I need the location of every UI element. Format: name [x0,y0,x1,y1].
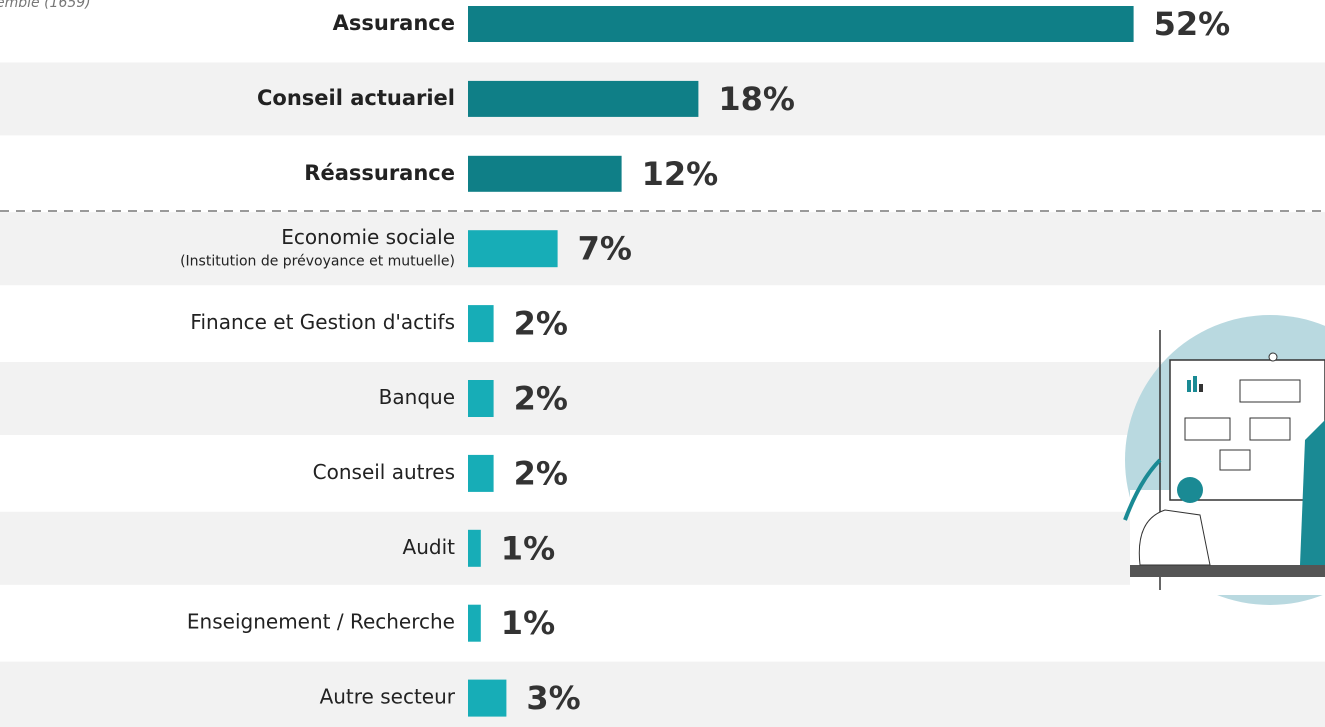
bar [468,80,699,117]
category-label: Enseignement / Recherche [187,610,455,634]
category-label: Finance et Gestion d'actifs [190,310,455,334]
category-label: Banque [379,385,455,409]
row-backgrounds [0,62,1325,727]
bar [468,529,481,567]
row-background [0,661,1325,727]
row-background [0,212,1325,286]
value-label: 7% [578,230,632,268]
value-label: 2% [514,380,568,418]
value-label: 1% [501,604,555,642]
bar [468,380,494,417]
bar [468,454,494,492]
value-label: 18% [718,80,795,118]
category-label: Conseil autres [313,460,455,484]
bar [468,305,494,343]
category-label: Economie sociale [281,225,455,249]
illustration [1123,315,1325,605]
value-label: 12% [642,155,719,193]
category-label: Réassurance [304,161,455,185]
bar [468,679,507,717]
bar [468,604,481,642]
value-label: 3% [526,679,580,717]
value-label: 2% [514,305,568,343]
category-label: Assurance [333,11,455,35]
bar [468,6,1134,42]
row-background [0,511,1325,585]
bar [468,155,622,192]
row-background [0,362,1325,435]
category-label: Conseil actuariel [257,86,455,110]
bar [468,230,558,268]
value-label: 2% [514,454,568,492]
subtitle: emble (1659) [0,0,91,11]
value-label: 52% [1154,5,1231,43]
value-label: 1% [501,529,555,567]
category-label: Audit [403,535,456,559]
category-label: Autre secteur [320,685,456,709]
category-note: (Institution de prévoyance et mutuelle) [180,254,455,270]
